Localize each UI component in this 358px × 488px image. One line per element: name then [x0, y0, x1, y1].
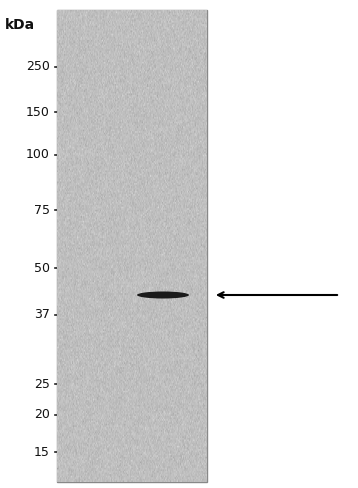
Text: 25: 25 [34, 378, 50, 390]
Text: 100: 100 [26, 148, 50, 162]
Text: kDa: kDa [5, 18, 35, 32]
Ellipse shape [137, 291, 189, 299]
Text: 75: 75 [34, 203, 50, 217]
Text: 50: 50 [34, 262, 50, 274]
Text: 20: 20 [34, 408, 50, 422]
Bar [57, 10, 207, 482]
Text: 15: 15 [34, 446, 50, 459]
Text: 2: 2 [158, 22, 168, 37]
Text: 1: 1 [90, 22, 100, 37]
Text: 250: 250 [26, 61, 50, 74]
Text: 150: 150 [26, 105, 50, 119]
Text: 37: 37 [34, 308, 50, 322]
